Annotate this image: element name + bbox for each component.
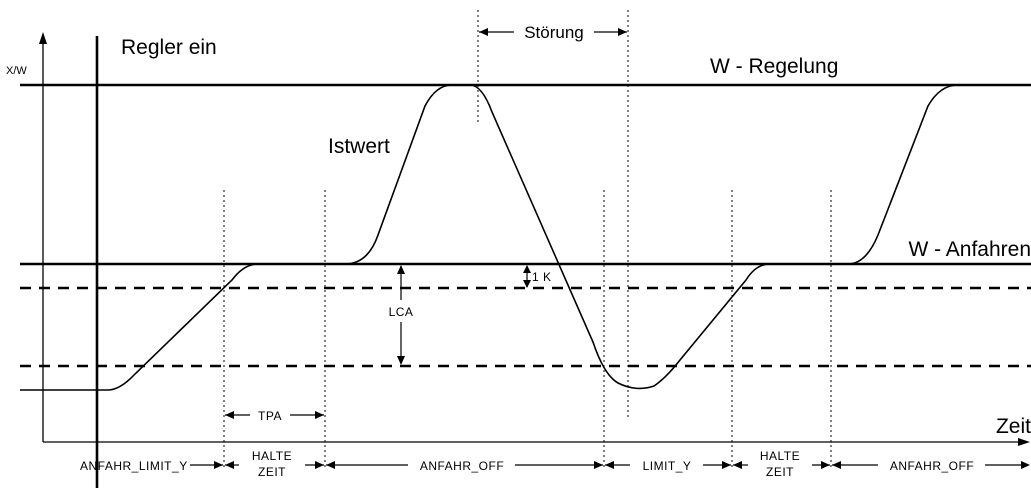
istwert-curve (20, 84, 1031, 391)
phase-label-anfahr-limit-y: ANFAHR_LIMIT_Y (80, 459, 188, 473)
x-axis-label: Zeit (996, 415, 1031, 438)
phase-arrowhead-anfahr-off-1-right (594, 461, 603, 469)
phase-label-limit-y: LIMIT_Y (643, 459, 692, 473)
phase-label-halte-zeit-2-bottom: ZEIT (766, 465, 794, 479)
stoerung-arrowhead-right (618, 28, 627, 36)
phase-label-halte-zeit-1-bottom: ZEIT (258, 465, 286, 479)
phase-arrowhead-halte-zeit-2-right (821, 461, 830, 469)
y-axis-label: X/W (6, 65, 27, 77)
phase-arrowhead-halte-zeit-1-right (315, 461, 324, 469)
one-k-arrowhead-up (523, 265, 531, 273)
regler-ein-label: Regler ein (121, 36, 217, 59)
lca-arrowhead-up (397, 265, 405, 274)
phase-arrowhead-limit-y-right (722, 461, 731, 469)
istwert-label: Istwert (328, 135, 390, 158)
phase-label-anfahr-off-2: ANFAHR_OFF (890, 459, 974, 473)
stoerung-label: Störung (524, 23, 584, 42)
phase-label-halte-zeit-1-top: HALTE (252, 449, 292, 463)
one-k-arrowhead-down (523, 280, 531, 288)
w-regelung-label: W - Regelung (710, 55, 838, 78)
phase-arrowhead-anfahr-off-2-right (1021, 461, 1030, 469)
w-anfahren-label: W - Anfahren (908, 238, 1031, 261)
phase-row: ANFAHR_LIMIT_Y HALTE ZEIT ANFAHR_OFF LIM… (80, 449, 1030, 479)
one-k-label: 1 K (532, 270, 552, 284)
y-axis-arrowhead (39, 32, 47, 44)
lca-label: LCA (389, 305, 414, 319)
tpa-label: TPA (258, 409, 282, 423)
lca-arrowhead-down (397, 356, 405, 365)
phase-arrowhead-anfahr-limit-y (214, 461, 223, 469)
phase-label-anfahr-off-1: ANFAHR_OFF (420, 459, 504, 473)
tpa-arrowhead-left (225, 411, 234, 419)
stoerung-arrowhead-left (479, 28, 488, 36)
x-axis-arrowhead (1018, 438, 1030, 446)
phase-label-halte-zeit-2-top: HALTE (760, 449, 800, 463)
tpa-arrowhead-right (315, 411, 324, 419)
